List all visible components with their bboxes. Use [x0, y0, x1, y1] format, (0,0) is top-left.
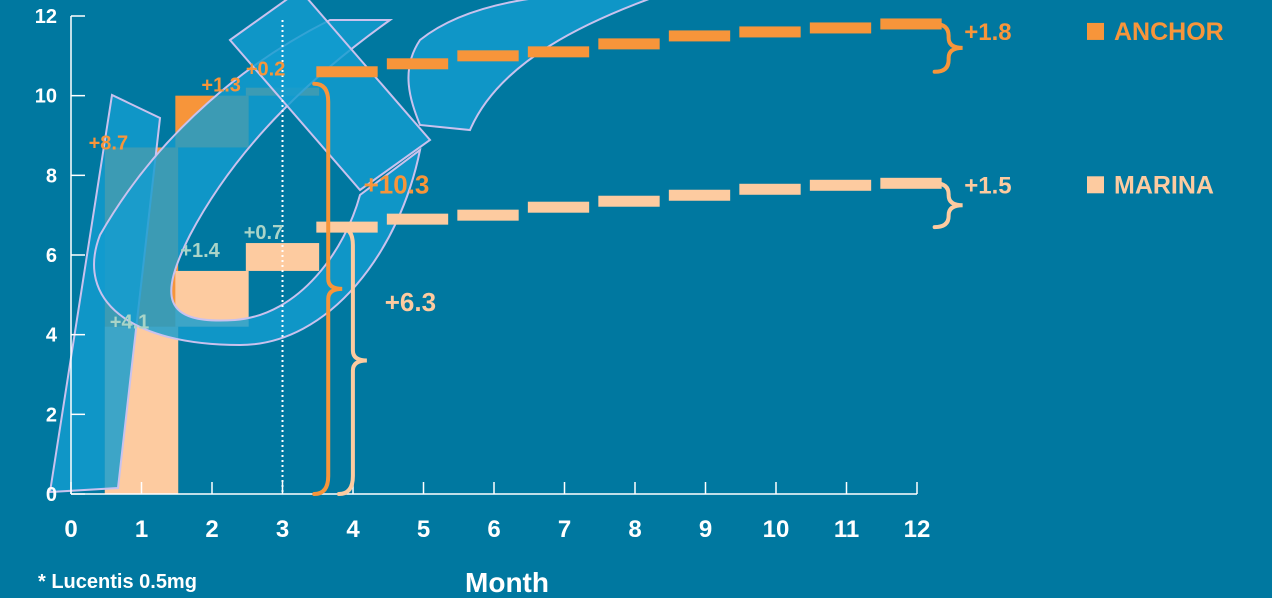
legend-swatch-marina [1087, 176, 1104, 194]
x-tick-label: 10 [763, 516, 790, 543]
anchor-total-label: +10.3 [364, 169, 430, 199]
marina-gain-label-2: +1.4 [180, 240, 220, 262]
x-tick-label: 7 [558, 516, 571, 543]
anchor-line-segment [527, 46, 590, 58]
x-tick-label: 4 [346, 516, 360, 543]
legend-label-anchor: ANCHOR [1114, 18, 1224, 46]
watermark-shape [228, 0, 432, 192]
anchor-total-brace [312, 81, 343, 496]
anchor-late-label: +1.8 [964, 19, 1011, 46]
marina-line-segment [739, 183, 801, 195]
x-axis-title: Month [465, 567, 549, 598]
watermark-shape [407, 0, 650, 132]
anchor-line-segment [386, 58, 449, 70]
marina-total-brace [336, 225, 367, 496]
marina-line-segment [457, 209, 519, 221]
marina-gain-label-3: +0.7 [244, 222, 283, 244]
x-tick-label: 12 [904, 516, 931, 543]
anchor-gain-label-3: +0.2 [246, 59, 285, 81]
marina-line-segment [880, 177, 942, 189]
anchor-late-brace [932, 21, 963, 74]
marina-late-label: +1.5 [964, 172, 1011, 199]
marina-late-brace [932, 181, 963, 230]
y-tick-label: 10 [35, 86, 57, 108]
x-tick-label: 2 [205, 516, 218, 543]
anchor-line-segment [668, 30, 731, 42]
y-tick-label: 4 [46, 325, 58, 347]
anchor-line-segment [880, 18, 942, 30]
anchor-gain-label-2: +1.3 [201, 75, 240, 97]
y-tick-label: 8 [46, 165, 57, 187]
anchor-line-segment [457, 50, 519, 62]
x-tick-label: 5 [417, 516, 430, 543]
marina-line-segment [386, 213, 449, 225]
x-tick-label: 0 [64, 516, 77, 543]
x-tick-label: 8 [628, 516, 641, 543]
y-tick-label: 6 [46, 245, 57, 267]
y-tick-label: 0 [46, 484, 57, 506]
x-tick-label: 11 [834, 516, 859, 543]
anchor-line-segment [809, 22, 872, 34]
legend-swatch-anchor [1087, 22, 1104, 40]
anchor-line-segment [316, 66, 378, 78]
marina-line-segment [527, 201, 590, 213]
anchor-line-segment [598, 38, 660, 50]
x-tick-label: 1 [135, 516, 148, 543]
watermark-layer [48, 0, 650, 494]
y-tick-label: 2 [46, 404, 57, 426]
x-tick-label: 3 [276, 516, 289, 543]
footnote: * Lucentis 0.5mg [38, 571, 197, 593]
marina-total-label: +6.3 [385, 287, 436, 317]
x-tick-label: 9 [699, 516, 712, 543]
annotation-layer: +8.7 +1.3 +0.2 +4.1 +1.4 +0.7 +10.3 +6.3 +1.8 +1.… [89, 19, 1012, 496]
legend-layer: ANCHOR MARINA [1087, 18, 1224, 199]
marina-line-segment [598, 195, 660, 207]
y-tick-label: 12 [35, 6, 57, 28]
marina-line-segment [809, 179, 872, 191]
anchor-line-segment [739, 26, 801, 38]
anchor-gain-label-1: +8.7 [89, 132, 128, 154]
x-tick-label: 6 [487, 516, 500, 543]
marina-line-segment [668, 189, 731, 201]
marina-gain-label-1: +4.1 [110, 312, 149, 334]
legend-label-marina: MARINA [1114, 171, 1214, 199]
series-lines-layer [316, 18, 942, 233]
